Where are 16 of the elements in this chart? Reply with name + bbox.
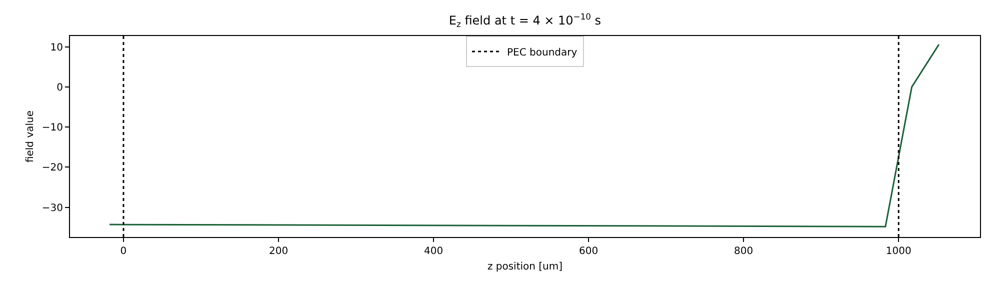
ref-line-label: PEC boundary (507, 47, 578, 58)
x-axis-title: z position [um] (487, 262, 563, 272)
y-tick-label: −10 (42, 122, 63, 134)
x-tick-label: 1000 (886, 246, 912, 257)
x-tick-label: 600 (579, 246, 598, 257)
x-tick-label: 400 (424, 246, 444, 257)
y-tick-label: 10 (50, 42, 63, 54)
x-tick-label: 0 (120, 246, 127, 257)
y-tick-label: 0 (56, 82, 63, 94)
line-series (108, 44, 940, 228)
y-tick-label: −30 (42, 202, 63, 214)
chart-title: E$_{z}$ field at t = 4 × 10$^{−10}$ s (448, 11, 602, 30)
y-tick-label: −20 (42, 162, 63, 174)
y-axis-title: field value (24, 110, 36, 163)
x-tick-label: 800 (734, 246, 754, 257)
x-tick-label: 200 (268, 246, 288, 257)
